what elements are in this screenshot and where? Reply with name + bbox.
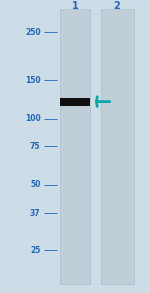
Text: 37: 37 <box>30 209 40 217</box>
Text: 100: 100 <box>25 114 40 123</box>
Text: 25: 25 <box>30 246 40 255</box>
Text: 75: 75 <box>30 142 40 151</box>
Text: 2: 2 <box>114 1 120 11</box>
Text: 1: 1 <box>72 1 78 11</box>
Bar <box>60 98 90 106</box>
Text: 150: 150 <box>25 76 40 85</box>
Text: 50: 50 <box>30 180 40 189</box>
Bar <box>60 9 90 284</box>
Bar <box>100 9 134 284</box>
Text: 250: 250 <box>25 28 40 37</box>
